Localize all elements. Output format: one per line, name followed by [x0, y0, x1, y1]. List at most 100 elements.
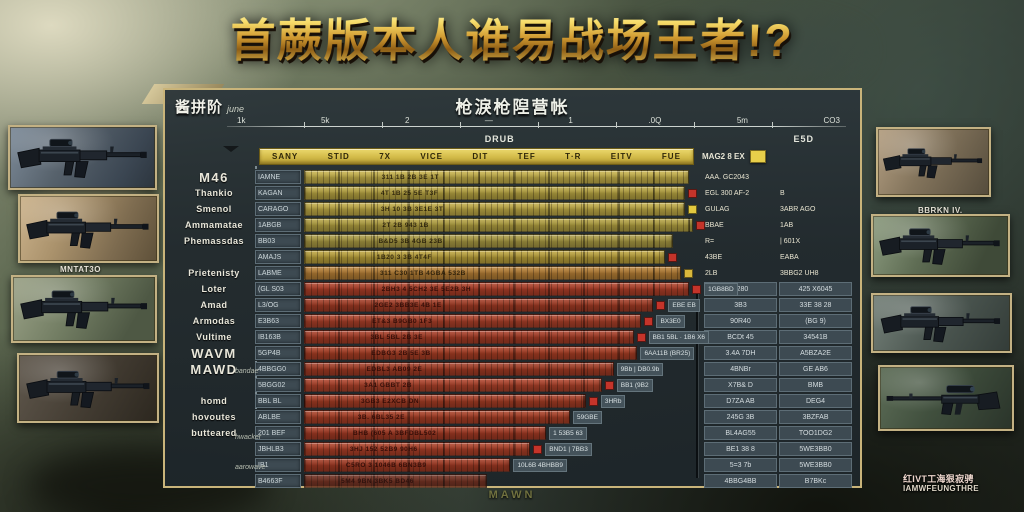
bar-inline-text: 311 C30 1TB 4GBA 532B	[380, 269, 466, 277]
stat-bar: 311 1B 2B 3E 1T	[304, 170, 690, 184]
watermark: 红IVT工海狠寂骋 IAMWFEUNGTHRE	[903, 474, 979, 494]
table-row: 5BGG02 3A1 GBBT 2B BB1 (9B2 X7B& D BMB	[173, 378, 852, 392]
script-annotation: bandae	[235, 368, 259, 375]
axis-tick-label: 1	[568, 116, 573, 125]
bottom-caption: MAWN	[488, 489, 536, 501]
stat-bar: EDBL3 AB09 2E	[304, 362, 614, 376]
stat-bar: B&D5 3B 4GB 23B	[304, 234, 674, 248]
value-cell-2: 3BBG2 UH8	[780, 269, 819, 277]
row-sidebar-label	[173, 442, 255, 456]
weapon-card	[17, 353, 159, 423]
script-annotation: hwacker	[235, 434, 262, 441]
table-row: IB1 C5RO 3 1046B 6BN3B9 10L6B 4BHBB9 5=3…	[173, 458, 852, 472]
row-sidebar-label: Thankio	[194, 188, 233, 198]
value-chip: 1GB8BD	[704, 282, 738, 296]
bar-inline-text: 3HJ 152 52B9 90H6	[349, 445, 418, 453]
row-values: BCDt 45 34541B	[704, 330, 852, 344]
bar-inline-text: C5RO 3 1046B 6BN3B9	[345, 461, 427, 469]
row-sidebar-label	[173, 250, 255, 264]
chevron-down-icon	[223, 146, 239, 152]
value-cell-2: 5WE3BB0	[779, 442, 852, 456]
script-annotation: aarowave	[235, 464, 266, 471]
stat-bar-zone: 311 C30 1TB 4GBA 532B	[304, 266, 701, 280]
badge-square	[688, 188, 698, 198]
stat-bar-zone: 3H 10 3B 3E1E 3T	[304, 202, 701, 216]
bar-inline-text: 311 1B 2B 3E 1T	[381, 173, 439, 181]
badge-square	[636, 332, 646, 342]
row-label-cell: IAMNE	[255, 170, 301, 184]
row-label-cell: 5BGG02	[255, 378, 301, 392]
value-cell-1: AAA. GC2043	[705, 173, 749, 181]
table-row: Amad L3/OG 2GE2 3BB3E 4B 1E EBE EB 3B3 3…	[173, 298, 852, 312]
row-label-cell: (GL S03	[255, 282, 301, 296]
bar-inline-text: 4T 1B 25 5E T3F	[380, 189, 439, 197]
rifle-image	[883, 148, 983, 178]
row-values: 245G 3B 3BZFAB	[704, 410, 852, 424]
stat-bar-zone: 3BL 5BL 2B 3E BB1 5BL · 1B6 X6	[304, 330, 710, 344]
table-corner-label: 酱拼阶	[175, 99, 224, 116]
row-label-cell: AMAJS	[255, 250, 301, 264]
rifle-image	[879, 228, 1001, 265]
value-chip: EBE EB	[668, 298, 700, 312]
stat-bar-zone: 3HJ 152 52B9 90H6 BND1 | 7BB3	[304, 442, 701, 456]
value-cell-2: 1AB	[780, 221, 794, 229]
bar-inline-text: 3B. 6BL35 2E	[357, 413, 405, 421]
table-header-row: SANY STID 7X VICE DIT TEF T·R EITV FUE M…	[259, 148, 852, 165]
row-label-cell: 5GP4B	[255, 346, 301, 360]
table-row: Thankio KAGAN 4T 1B 25 5E T3F EGL 300 AF…	[173, 186, 852, 200]
value-cell-2: A5BZA2E	[779, 346, 852, 360]
stats-table-panel: 枪淚枪隉营帐 酱拼阶 june 1k 5k 2 — 1 .0Q 5m CO3 D…	[163, 88, 862, 488]
stat-bar: 3B. 6BL35 2E	[304, 410, 570, 424]
row-values: BE1 38 8 5WE3BB0	[704, 442, 852, 456]
value-cell-2: 33E 38 28	[779, 298, 852, 312]
row-sidebar-label: hovoutes	[191, 412, 236, 422]
row-values: BL4AG55 TOO1DG2	[704, 426, 852, 440]
row-label-cell: LABME	[255, 266, 301, 280]
value-cell-2	[779, 170, 852, 184]
stat-bar-zone: 5M4 9BN 3BK5 BD46	[304, 474, 701, 488]
value-cell-1: BBAE	[705, 221, 724, 229]
bar-inline-text: EDBG3 2B 5E 3B	[371, 349, 431, 357]
header-right-cell: MAG2 8 EX	[694, 150, 852, 163]
stat-bar: 311 C30 1TB 4GBA 532B	[304, 266, 682, 280]
value-cell-2: DEG4	[779, 394, 852, 408]
rifle-image	[19, 290, 148, 330]
value-cell-2: BMB	[779, 378, 852, 392]
stat-bar-zone: EDBG3 2B 5E 3B 6AA11B (BR25)	[304, 346, 701, 360]
row-values: 4BNBr GE AB6	[704, 362, 852, 376]
column-header: DIT	[472, 152, 489, 161]
stat-bar-zone: ET&3 B9GB0 1F3 BX3E0	[304, 314, 701, 328]
stat-bar: 3BL 5BL 2B 3E	[304, 330, 634, 344]
weapon-card	[876, 127, 991, 197]
badge-square	[688, 204, 698, 214]
row-label-cell: BB03	[255, 234, 301, 248]
value-cell-1: 90R40	[704, 314, 777, 328]
corner-script-annotation: june	[227, 104, 245, 114]
column-header: TEF	[517, 152, 536, 161]
table-row: Phemassdas BB03 B&D5 3B 4GB 23B R= | 601…	[173, 234, 852, 248]
header-right-label: MAG2 8 EX	[702, 152, 745, 161]
value-cell-1: 2LB	[705, 269, 718, 277]
stat-bar: 3HJ 152 52B9 90H6	[304, 442, 531, 456]
row-values: X7B& D BMB	[704, 378, 852, 392]
axis-scale: 1k 5k 2 — 1 .0Q 5m CO3	[227, 116, 846, 132]
row-values: D7ZA AB DEG4	[704, 394, 852, 408]
stat-bar: 4T 1B 25 5E T3F	[304, 186, 686, 200]
column-header: T·R	[565, 152, 582, 161]
row-sidebar-label: WAVM	[191, 346, 237, 360]
value-chip: BB1 (9B2	[616, 378, 653, 392]
row-sidebar-label	[173, 378, 255, 392]
watermark-line1: 红IVT工海狠寂骋	[903, 474, 974, 484]
axis-tick-labels: 1k 5k 2 — 1 .0Q 5m CO3	[237, 116, 840, 125]
row-values: 4BBG4BB B7BKc	[704, 474, 852, 488]
value-cell-2: EABA	[780, 253, 799, 261]
row-label-cell: E3B63	[255, 314, 301, 328]
rifle-image	[25, 370, 150, 408]
value-chip: 59GBE	[572, 410, 602, 424]
value-cell-1: 5=3 7b	[704, 458, 777, 472]
bar-inline-text: 1B20 3 3B 4T4F	[376, 253, 432, 261]
badge-square	[533, 444, 543, 454]
value-cell-2: 425 X6045	[779, 282, 852, 296]
stat-bar-zone: 2BH3 4 5CH2 3E 5E2B 3H 1GB8BD	[304, 282, 738, 296]
value-cell-1: BCDt 45	[704, 330, 777, 344]
